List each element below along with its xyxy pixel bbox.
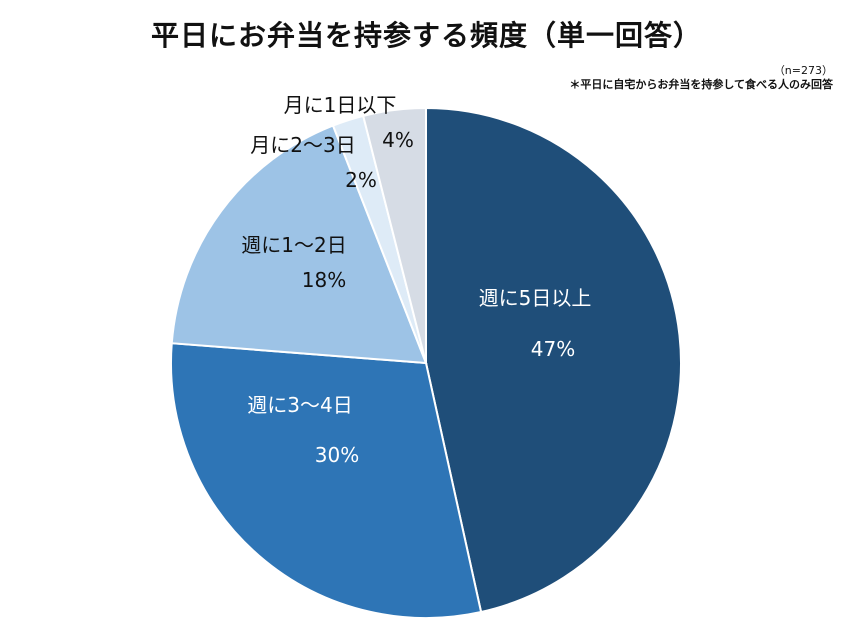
pie-slice-3 — [170, 124, 428, 365]
slice-value-label-5: 4% — [382, 128, 414, 152]
slice-value-label-1: 47% — [531, 337, 575, 361]
chart-title: 平日にお弁当を持参する頻度（単一回答） — [150, 19, 702, 52]
slice-category-label-5: 月に1日以下 — [284, 93, 397, 117]
sample-size: （n=273） — [773, 64, 833, 77]
pie-slice-5 — [361, 106, 427, 364]
slice-value-label-4: 2% — [345, 168, 377, 192]
pie-slice-1 — [425, 106, 682, 614]
slice-category-label-3: 週に1～2日 — [241, 233, 346, 257]
slice-value-label-3: 18% — [302, 268, 346, 292]
slice-category-label-1: 週に5日以上 — [479, 286, 592, 310]
slice-category-label-2: 週に3～4日 — [247, 393, 352, 417]
chart-note: ＊平日に自宅からお弁当を持参して食べる人のみ回答 — [569, 78, 833, 91]
slice-category-label-4: 月に2～3日 — [250, 133, 355, 157]
slice-value-label-2: 30% — [315, 443, 359, 467]
pie-slice-2 — [170, 342, 483, 619]
